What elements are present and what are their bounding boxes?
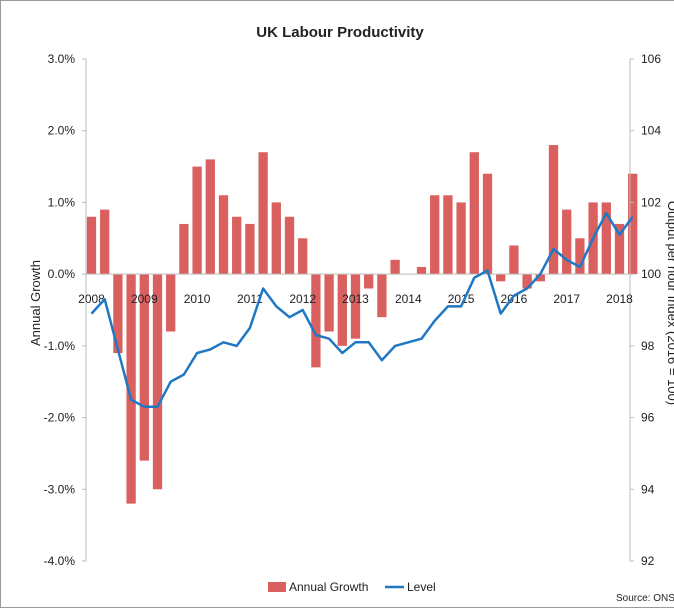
y-tick-label: 2.0% bbox=[48, 124, 76, 138]
y2-tick-label: 94 bbox=[641, 482, 655, 496]
bar-annual-growth bbox=[535, 274, 545, 282]
bar-annual-growth bbox=[548, 145, 559, 275]
bar-annual-growth bbox=[601, 202, 611, 275]
bar-annual-growth bbox=[364, 274, 374, 289]
bar-annual-growth bbox=[179, 223, 189, 275]
legend-swatch-annual-growth bbox=[268, 582, 286, 592]
x-tick-label: 2015 bbox=[448, 292, 475, 306]
y2-tick-label: 96 bbox=[641, 411, 655, 425]
y2-tick-label: 104 bbox=[641, 124, 661, 138]
chart-title: UK Labour Productivity bbox=[256, 24, 424, 41]
bar-annual-growth bbox=[152, 274, 163, 490]
y2-tick-label: 100 bbox=[641, 267, 661, 281]
bar-annual-growth bbox=[469, 152, 479, 275]
bar-annual-growth bbox=[311, 274, 321, 368]
y-tick-label: 1.0% bbox=[48, 195, 76, 209]
x-tick-label: 2008 bbox=[78, 292, 105, 306]
bar-annual-growth bbox=[139, 274, 149, 461]
bar-annual-growth bbox=[86, 216, 97, 275]
bar-annual-growth bbox=[456, 202, 466, 275]
bar-annual-growth bbox=[218, 195, 229, 275]
bar-annual-growth bbox=[113, 274, 123, 354]
y2-tick-labels: 106 104 102 100 98 96 94 92 bbox=[641, 52, 661, 568]
bar-annual-growth bbox=[245, 223, 255, 275]
bar-annual-growth bbox=[100, 209, 110, 275]
bar-annual-growth bbox=[271, 202, 281, 275]
x-tick-label: 2014 bbox=[395, 292, 422, 306]
y-tick-label: -4.0% bbox=[44, 554, 76, 568]
bar-annual-growth bbox=[298, 238, 308, 275]
bar-annual-growth bbox=[166, 274, 176, 332]
bar-annual-growth bbox=[575, 238, 585, 275]
x-tick-label: 2018 bbox=[606, 292, 633, 306]
x-tick-label: 2017 bbox=[553, 292, 580, 306]
y2-axis-label: Output per hour Index (2016 = 100) bbox=[665, 201, 674, 405]
bar-annual-growth bbox=[377, 274, 387, 318]
bar-annual-growth bbox=[126, 274, 136, 504]
x-tick-label: 2013 bbox=[342, 292, 369, 306]
bar-annual-growth bbox=[628, 173, 638, 275]
legend-label-annual-growth: Annual Growth bbox=[289, 580, 368, 594]
y-tick-label: 0.0% bbox=[48, 267, 76, 281]
legend-label-level: Level bbox=[407, 580, 436, 594]
bar-annual-growth bbox=[205, 159, 215, 275]
y-tick-label: -1.0% bbox=[44, 339, 76, 353]
bar-annual-growth bbox=[509, 245, 519, 275]
y2-tick-label: 98 bbox=[641, 339, 655, 353]
y-tick-label: -3.0% bbox=[44, 482, 76, 496]
source-note: Source: ONS bbox=[616, 593, 674, 604]
y2-tick-label: 92 bbox=[641, 554, 655, 568]
level-line bbox=[90, 211, 634, 409]
bar-annual-growth bbox=[562, 209, 572, 275]
y-tick-label: -2.0% bbox=[44, 411, 76, 425]
bar-annual-growth bbox=[258, 152, 268, 275]
x-tick-label: 2012 bbox=[289, 292, 316, 306]
y-tick-label: 3.0% bbox=[48, 52, 76, 66]
x-tick-label: 2010 bbox=[184, 292, 211, 306]
bar-annual-growth bbox=[482, 173, 493, 275]
bar-annual-growth bbox=[522, 274, 532, 289]
y-axis-label: Annual Growth bbox=[28, 260, 43, 346]
bar-annual-growth bbox=[324, 274, 334, 332]
bar-annual-growth bbox=[350, 274, 361, 339]
bar-annual-growth bbox=[192, 166, 202, 275]
y2-tick-label: 106 bbox=[641, 52, 661, 66]
y-tick-labels: 3.0% 2.0% 1.0% 0.0% -1.0% -2.0% -3.0% -4.0% bbox=[44, 52, 76, 568]
x-tick-labels: 2008 2009 2010 2011 2012 2013 2014 2015 2016 2017… bbox=[78, 292, 633, 306]
bar-annual-growth bbox=[443, 195, 453, 275]
bar-annual-growth bbox=[430, 195, 440, 275]
bar-annual-growth bbox=[416, 266, 427, 275]
bars-group bbox=[86, 145, 638, 504]
bar-annual-growth bbox=[496, 274, 506, 282]
x-tick-label: 2011 bbox=[237, 292, 263, 306]
bar-annual-growth bbox=[232, 216, 242, 275]
bar-annual-growth bbox=[614, 223, 625, 275]
x-tick-label: 2009 bbox=[131, 292, 158, 306]
y2-tick-label: 102 bbox=[641, 195, 661, 209]
bar-annual-growth bbox=[390, 259, 400, 275]
bar-annual-growth bbox=[284, 216, 295, 275]
level-line-group bbox=[90, 211, 634, 409]
bar-annual-growth bbox=[337, 274, 347, 346]
